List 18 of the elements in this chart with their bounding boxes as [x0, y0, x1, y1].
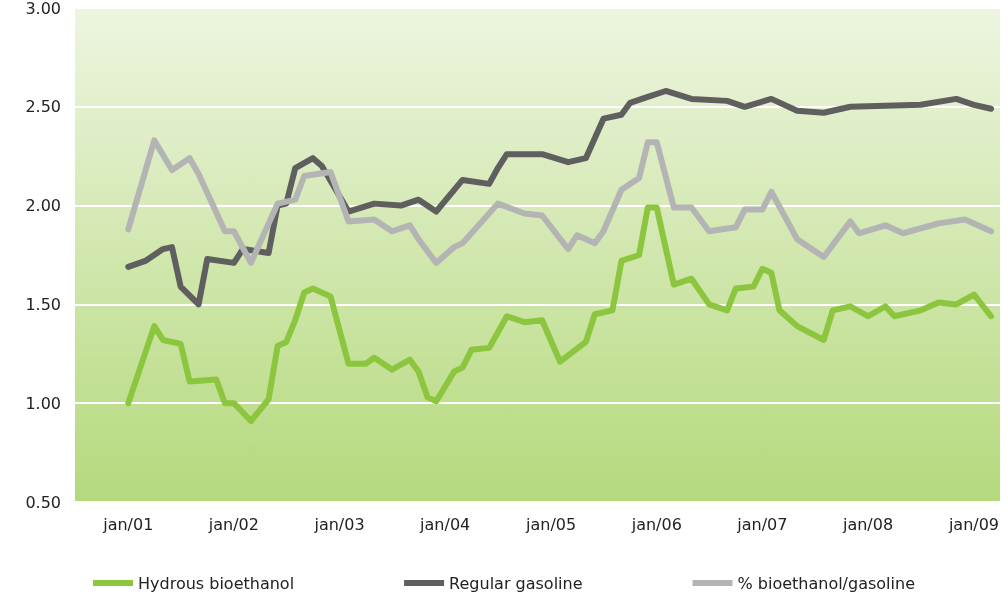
x-tick-label: jan/03	[313, 514, 365, 534]
y-tick-label: 1.50	[25, 294, 61, 314]
x-tick-label: jan/04	[419, 514, 471, 534]
legend-label: Regular gasoline	[449, 573, 583, 593]
legend-label: Hydrous bioethanol	[138, 573, 295, 593]
x-tick-label: jan/02	[207, 514, 259, 534]
x-tick-label: jan/08	[841, 514, 894, 534]
x-tick-label: jan/07	[736, 514, 788, 534]
y-tick-label: 2.00	[25, 196, 61, 216]
y-tick-label: 2.50	[25, 97, 61, 117]
y-tick-label: 1.00	[25, 393, 61, 413]
y-tick-label: 0.50	[25, 492, 61, 512]
y-tick-label: 3.00	[25, 0, 61, 18]
x-tick-label: jan/05	[525, 514, 577, 534]
legend-label: % bioethanol/gasoline	[737, 573, 915, 593]
x-tick-label: jan/09	[947, 514, 1000, 534]
x-tick-label: jan/01	[102, 514, 154, 534]
x-tick-label: jan/06	[630, 514, 682, 534]
